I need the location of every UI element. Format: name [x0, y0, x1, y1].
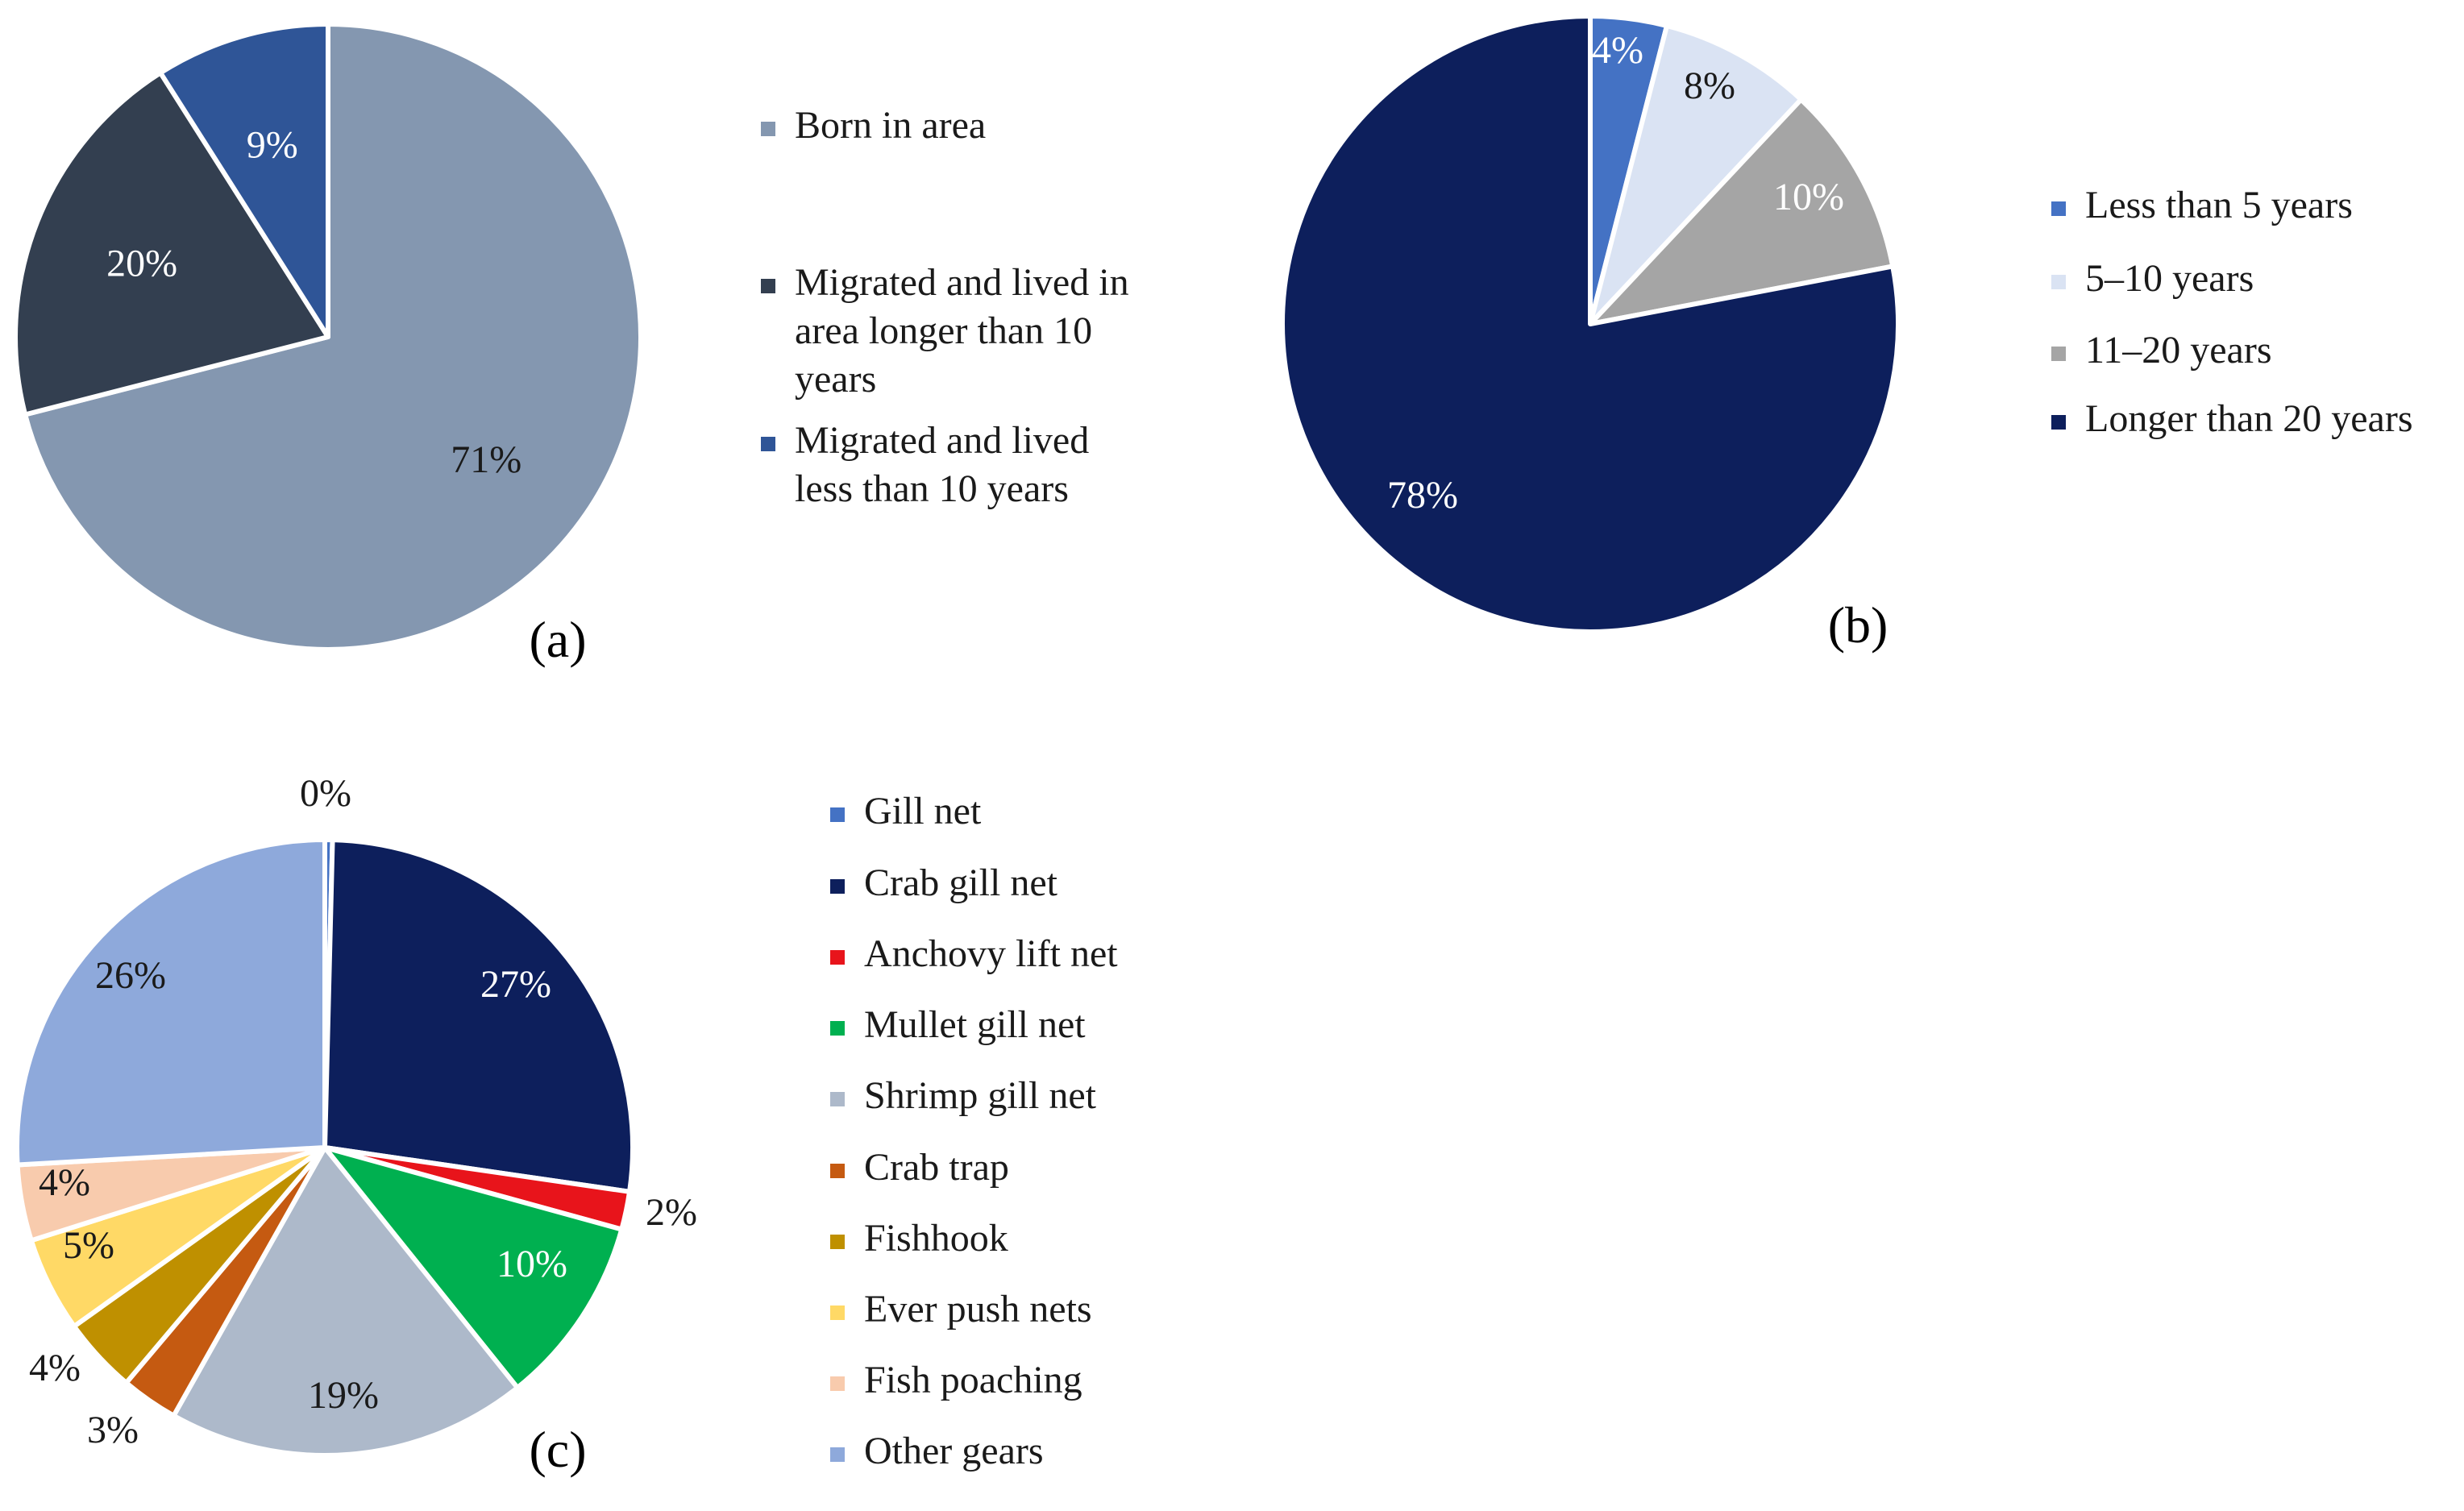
legend: Born in area Migrated and lived in area lo… — [761, 104, 1129, 510]
legend-swatch — [761, 437, 775, 451]
pie-slice — [158, 22, 330, 339]
pie-chart-b: 4% 8% 10% 78% (b) Less than 5 years 5–10 years… — [1280, 14, 2413, 654]
legend-label: Less than 5 years — [2085, 184, 2353, 226]
legend-swatch — [830, 1306, 845, 1320]
legend-label: Other gears — [864, 1430, 1044, 1472]
slice-percent-label: 5% — [63, 1224, 114, 1267]
slice-percent-label: 78% — [1387, 474, 1458, 517]
slice-percent-label: 10% — [1773, 176, 1844, 218]
pie-chart-a: 71% 20% 9% (a) Born in area Migrated and live… — [13, 22, 1129, 668]
slice-percent-label: 19% — [308, 1374, 379, 1417]
slice-percent-label: 4% — [39, 1161, 90, 1204]
pie-chart-c: 0%27%2%10%19%3%4%5%4%26%(c)Gill netCrab … — [15, 772, 1118, 1478]
legend-swatch — [830, 1021, 845, 1036]
legend-swatch — [830, 950, 845, 965]
legend-label: Mullet gill net — [864, 1003, 1086, 1046]
slice-percent-label: 71% — [451, 438, 521, 481]
pie-slice — [171, 1145, 520, 1458]
legend-label: Fishhook — [864, 1217, 1008, 1260]
slice-percent-label: 3% — [87, 1409, 139, 1451]
legend-label: years — [795, 358, 876, 401]
legend-label: less than 10 years — [795, 467, 1069, 510]
legend-swatch — [830, 1447, 845, 1462]
slice-percent-label: 10% — [497, 1243, 567, 1285]
panel-label: (c) — [529, 1421, 586, 1478]
slice-percent-label: 27% — [480, 963, 551, 1006]
legend-swatch — [2051, 201, 2066, 216]
legend-label: Shrimp gill net — [864, 1074, 1097, 1117]
legend-label: Gill net — [864, 790, 982, 832]
legend-label: Longer than 20 years — [2085, 397, 2413, 440]
legend-swatch — [830, 1376, 845, 1391]
slice-percent-label: 26% — [95, 954, 166, 997]
pie-slice — [1280, 14, 1901, 634]
legend-swatch — [2051, 347, 2066, 361]
legend: Less than 5 years 5–10 years 11–20 years Lo… — [2051, 184, 2413, 440]
panel-label: (b) — [1828, 596, 1889, 654]
legend: Gill net Crab gill net Anchovy lift net Mul… — [830, 790, 1118, 1472]
slice-percent-label: 0% — [300, 772, 351, 815]
legend-label: Born in area — [795, 104, 986, 147]
legend-swatch — [2051, 415, 2066, 430]
legend-swatch — [761, 122, 775, 136]
pie-slice — [1588, 23, 1804, 326]
slice-percent-label: 20% — [106, 243, 177, 285]
legend-swatch — [830, 1235, 845, 1249]
pie-slice — [322, 1145, 625, 1391]
legend-label: Migrated and lived — [795, 419, 1089, 462]
legend-swatch — [830, 1164, 845, 1178]
pie-slice — [13, 70, 330, 417]
legend-label: Crab gill net — [864, 861, 1058, 904]
slice-percent-label: 9% — [247, 124, 298, 167]
legend-label: Ever push nets — [864, 1288, 1092, 1330]
legend-swatch — [830, 879, 845, 894]
legend-label: Anchovy lift net — [864, 932, 1118, 975]
legend-swatch — [2051, 275, 2066, 289]
slice-percent-label: 4% — [1592, 29, 1643, 72]
legend-label: area longer than 10 — [795, 309, 1092, 352]
pie-slice — [322, 837, 635, 1194]
legend-label: Crab trap — [864, 1146, 1009, 1189]
slice-percent-label: 2% — [646, 1191, 697, 1234]
legend-swatch — [830, 807, 845, 822]
slice-percent-label: 8% — [1684, 64, 1735, 107]
legend-label: 11–20 years — [2085, 329, 2272, 372]
pie-slice — [23, 22, 643, 652]
pie-slice — [1588, 97, 1896, 326]
legend-label: 5–10 years — [2085, 257, 2254, 300]
legend-swatch — [830, 1092, 845, 1106]
panel-label: (a) — [529, 611, 586, 668]
legend-label: Migrated and lived in — [795, 261, 1129, 304]
slice-percent-label: 4% — [29, 1347, 81, 1389]
legend-label: Fish poaching — [864, 1359, 1082, 1401]
legend-swatch — [761, 279, 775, 293]
pie-slice — [15, 837, 327, 1168]
